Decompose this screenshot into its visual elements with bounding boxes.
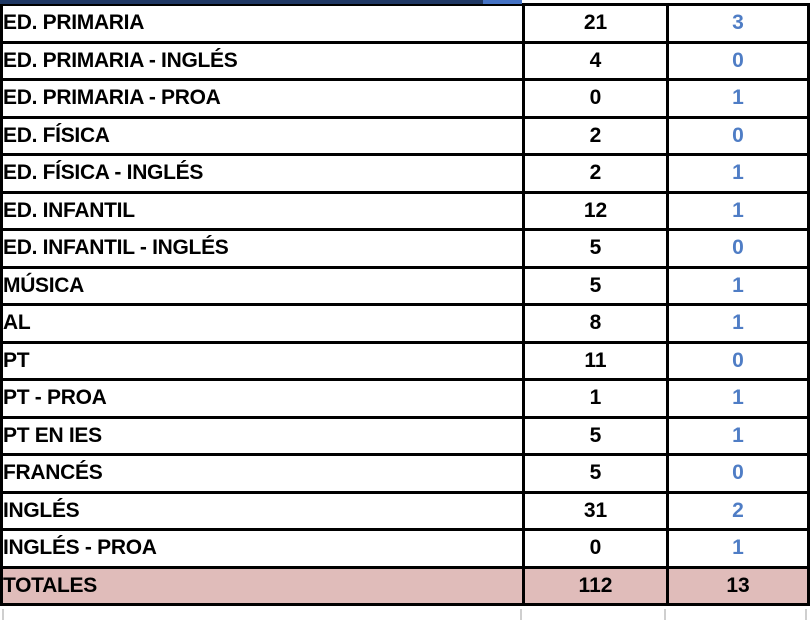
gridline-left	[2, 609, 4, 620]
category-cell[interactable]: PT - PROA	[0, 378, 525, 419]
count-primary-cell[interactable]: 5	[522, 228, 669, 269]
count-primary-cell[interactable]: 0	[522, 78, 669, 119]
table-row: PT 11 0	[0, 340, 810, 381]
count-primary-cell[interactable]: 5	[522, 453, 669, 494]
table-row: INGLÉS 31 2	[0, 490, 810, 531]
category-cell[interactable]: INGLÉS	[0, 490, 525, 531]
count-secondary-cell[interactable]: 0	[666, 115, 810, 156]
table-row: MÚSICA 5 1	[0, 265, 810, 306]
staffing-table-body: ED. PRIMARIA 21 3 ED. PRIMARIA - INGLÉS 4 0 ED…	[0, 3, 810, 606]
count-primary-cell[interactable]: 5	[522, 265, 669, 306]
category-cell[interactable]: ED. PRIMARIA	[0, 3, 525, 44]
totals-count-primary-cell[interactable]: 112	[522, 565, 669, 606]
totals-count-secondary-cell[interactable]: 13	[666, 565, 810, 606]
count-secondary-cell[interactable]: 1	[666, 153, 810, 194]
category-cell[interactable]: PT	[0, 340, 525, 381]
count-primary-cell[interactable]: 2	[522, 115, 669, 156]
table-row: ED. PRIMARIA - PROA 0 1	[0, 78, 810, 119]
count-secondary-cell[interactable]: 1	[666, 190, 810, 231]
count-secondary-cell[interactable]: 1	[666, 303, 810, 344]
count-secondary-cell[interactable]: 0	[666, 228, 810, 269]
count-primary-cell[interactable]: 5	[522, 415, 669, 456]
category-cell[interactable]: ED. PRIMARIA - INGLÉS	[0, 40, 525, 81]
category-cell[interactable]: ED. INFANTIL - INGLÉS	[0, 228, 525, 269]
table-row: FRANCÉS 5 0	[0, 453, 810, 494]
category-cell[interactable]: ED. INFANTIL	[0, 190, 525, 231]
table-row: PT - PROA 1 1	[0, 378, 810, 419]
header-sliver-blue-segment	[483, 0, 522, 4]
count-primary-cell[interactable]: 0	[522, 528, 669, 569]
count-secondary-cell[interactable]: 1	[666, 265, 810, 306]
count-secondary-cell[interactable]: 0	[666, 40, 810, 81]
gridline-right	[805, 609, 807, 620]
table-row: ED. INFANTIL 12 1	[0, 190, 810, 231]
header-row-sliver	[0, 0, 522, 4]
count-primary-cell[interactable]: 8	[522, 303, 669, 344]
count-primary-cell[interactable]: 1	[522, 378, 669, 419]
count-secondary-cell[interactable]: 1	[666, 378, 810, 419]
count-primary-cell[interactable]: 21	[522, 3, 669, 44]
table-row: ED. INFANTIL - INGLÉS 5 0	[0, 228, 810, 269]
table-row: ED. PRIMARIA - INGLÉS 4 0	[0, 40, 810, 81]
count-primary-cell[interactable]: 4	[522, 40, 669, 81]
staffing-table: ED. PRIMARIA 21 3 ED. PRIMARIA - INGLÉS 4 0 ED…	[0, 3, 810, 606]
count-secondary-cell[interactable]: 0	[666, 453, 810, 494]
count-primary-cell[interactable]: 2	[522, 153, 669, 194]
table-row: ED. FÍSICA - INGLÉS 2 1	[0, 153, 810, 194]
category-cell[interactable]: ED. PRIMARIA - PROA	[0, 78, 525, 119]
count-primary-cell[interactable]: 11	[522, 340, 669, 381]
table-row: ED. FÍSICA 2 0	[0, 115, 810, 156]
totals-row: TOTALES 112 13	[0, 565, 810, 606]
count-secondary-cell[interactable]: 1	[666, 528, 810, 569]
table-row: INGLÉS - PROA 0 1	[0, 528, 810, 569]
count-primary-cell[interactable]: 12	[522, 190, 669, 231]
gridline-col1-divider	[520, 609, 522, 620]
table-row: ED. PRIMARIA 21 3	[0, 3, 810, 44]
count-secondary-cell[interactable]: 3	[666, 3, 810, 44]
category-cell[interactable]: FRANCÉS	[0, 453, 525, 494]
category-cell[interactable]: AL	[0, 303, 525, 344]
table-row: PT EN IES 5 1	[0, 415, 810, 456]
category-cell[interactable]: INGLÉS - PROA	[0, 528, 525, 569]
category-cell[interactable]: ED. FÍSICA - INGLÉS	[0, 153, 525, 194]
count-primary-cell[interactable]: 31	[522, 490, 669, 531]
totals-label-cell[interactable]: TOTALES	[0, 565, 525, 606]
table-row: AL 8 1	[0, 303, 810, 344]
count-secondary-cell[interactable]: 1	[666, 415, 810, 456]
category-cell[interactable]: ED. FÍSICA	[0, 115, 525, 156]
count-secondary-cell[interactable]: 1	[666, 78, 810, 119]
category-cell[interactable]: PT EN IES	[0, 415, 525, 456]
count-secondary-cell[interactable]: 0	[666, 340, 810, 381]
gridline-col2-divider	[664, 609, 666, 620]
category-cell[interactable]: MÚSICA	[0, 265, 525, 306]
count-secondary-cell[interactable]: 2	[666, 490, 810, 531]
